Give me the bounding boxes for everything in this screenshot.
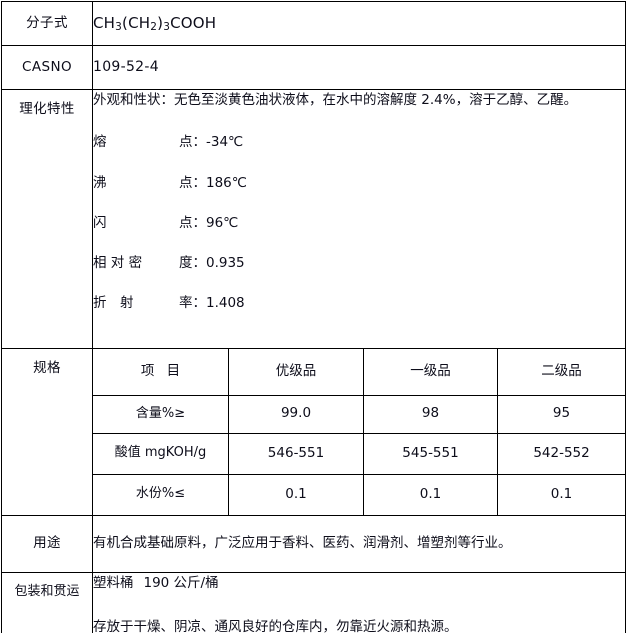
formula-sub-1: 3 [115, 21, 123, 34]
molecular-formula-text: CH3(CH2)3COOH [93, 13, 217, 34]
spec-value-grade2: 0.1 [497, 474, 626, 516]
spec-value-grade2: 95 [497, 395, 626, 434]
row-value-packaging: 塑料桶 190 公斤/桶 存放于干燥、阴凉、通风良好的仓库内，勿靠近火源和热源。 [92, 572, 626, 633]
formula-part-3: ) [157, 13, 164, 32]
spec-item-name: 水份%≤ [92, 474, 229, 516]
row-label-properties: 理化特性 [1, 89, 93, 349]
packaging-container: 塑料桶 [93, 574, 134, 591]
spec-column-header-grade1: 一级品 [363, 348, 498, 396]
spec-value-grade2: 542-552 [497, 433, 626, 475]
property-relative-density: 相 对 密 度：0.935 [93, 253, 625, 273]
table-row-spec-content: 含量%≥ 99.0 98 95 [2, 395, 626, 434]
spec-column-header-grade2: 二级品 [497, 348, 626, 396]
spec-value-premium: 99.0 [228, 395, 364, 434]
packaging-weight: 190 公斤/桶 [143, 574, 219, 591]
row-value-formula: CH3(CH2)3COOH [92, 1, 626, 46]
spec-value-premium: 546-551 [228, 433, 364, 475]
row-value-casno: 109-52-4 [92, 45, 626, 90]
formula-part-1: CH [93, 13, 116, 32]
property-value: 0.935 [206, 255, 245, 271]
property-key-suffix: 点： [179, 134, 206, 151]
formula-sub-2: 2 [150, 21, 158, 34]
property-key: 熔 [93, 134, 107, 151]
table-row-formula: 分子式 CH3(CH2)3COOH [1, 1, 626, 46]
spec-value-premium: 0.1 [228, 474, 364, 516]
row-value-properties: 外观和性状：无色至淡黄色油状液体，在水中的溶解度 2.4%，溶于乙醇、乙醒。 熔… [92, 89, 626, 349]
property-refractive-index: 折 射 率：1.408 [93, 293, 625, 313]
property-value: -34℃ [206, 134, 244, 151]
row-value-usage: 有机合成基础原料，广泛应用于香料、医药、润滑剂、增塑剂等行业。 [92, 515, 626, 573]
formula-part-4: COOH [170, 13, 217, 32]
spec-item-name: 含量%≥ [92, 395, 229, 434]
row-label-formula: 分子式 [1, 1, 93, 46]
row-label-usage: 用途 [1, 515, 93, 573]
casno-text: 109-52-4 [93, 59, 159, 76]
formula-sub-3: 3 [163, 21, 171, 34]
property-key: 折 射 [93, 295, 147, 312]
row-label-packaging: 包装和贯运 [1, 572, 93, 633]
property-flash-point: 闪 点：96℃ [93, 213, 625, 233]
spec-header-label: 项 目 [140, 363, 185, 379]
storage-instruction: 存放于干燥、阴凉、通风良好的仓库内，勿靠近火源和热源。 [93, 618, 458, 633]
property-value: 1.408 [206, 295, 245, 312]
property-key-suffix: 度： [179, 255, 206, 271]
row-label-specification: 规格 [1, 348, 93, 516]
property-value: 96℃ [206, 214, 239, 231]
spec-column-header-item: 项 目 [92, 348, 229, 396]
table-row-casno: CASNO 109-52-4 [1, 45, 626, 90]
formula-part-2: (CH [122, 13, 151, 32]
property-key-suffix: 点： [179, 214, 206, 231]
property-boiling-point: 沸 点：186℃ [93, 173, 625, 193]
property-key: 闪 [93, 214, 107, 231]
property-melting-point: 熔 点：-34℃ [93, 132, 625, 152]
table-row-spec-header: 规格 项 目 优级品 一级品 二级品 [1, 348, 626, 516]
spec-item-name: 酸值 mgKOH/g [92, 433, 229, 475]
table-row-properties: 理化特性 外观和性状：无色至淡黄色油状液体，在水中的溶解度 2.4%，溶于乙醇、… [1, 89, 626, 349]
table-row-spec-acid-value: 酸值 mgKOH/g 546-551 545-551 542-552 [2, 433, 626, 475]
spec-column-header-premium: 优级品 [228, 348, 364, 396]
packaging-container-line: 塑料桶 190 公斤/桶 [93, 573, 625, 593]
spec-value-grade1: 545-551 [363, 433, 498, 475]
property-key: 相 对 密 [93, 255, 143, 271]
table-row-usage: 用途 有机合成基础原料，广泛应用于香料、医药、润滑剂、增塑剂等行业。 [1, 515, 626, 573]
property-value: 186℃ [206, 174, 247, 191]
property-key-suffix: 点： [179, 174, 206, 191]
property-appearance: 外观和性状：无色至淡黄色油状液体，在水中的溶解度 2.4%，溶于乙醇、乙醒。 [93, 92, 578, 108]
table-row-spec-moisture: 水份%≤ 0.1 0.1 0.1 [2, 474, 626, 516]
usage-text: 有机合成基础原料，广泛应用于香料、医药、润滑剂、增塑剂等行业。 [93, 534, 512, 551]
spec-value-grade1: 0.1 [363, 474, 498, 516]
row-label-casno: CASNO [1, 45, 93, 90]
property-key-suffix: 率： [179, 295, 206, 312]
property-key: 沸 [93, 174, 107, 191]
table-row-packaging: 包装和贯运 塑料桶 190 公斤/桶 存放于干燥、阴凉、通风良好的仓库内，勿靠近火… [1, 572, 626, 633]
spec-value-grade1: 98 [363, 395, 498, 434]
